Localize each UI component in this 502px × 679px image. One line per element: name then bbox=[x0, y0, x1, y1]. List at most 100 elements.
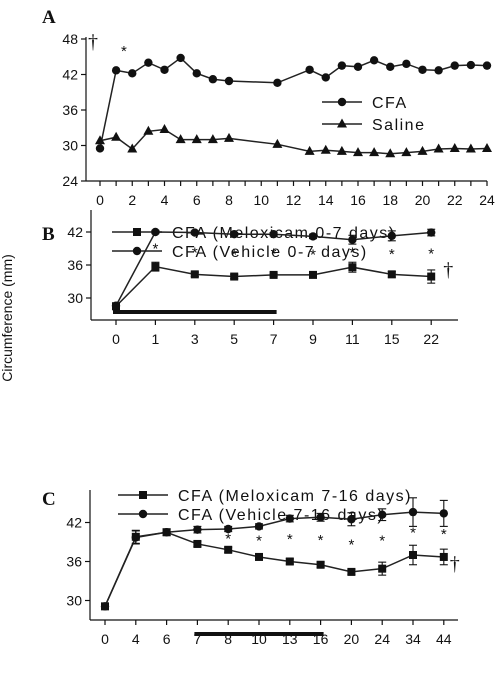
significance-star: * bbox=[121, 43, 127, 60]
data-point-saline bbox=[143, 125, 154, 135]
data-point-saline bbox=[127, 143, 138, 153]
data-point bbox=[193, 525, 202, 534]
x-tick-label: 10 bbox=[253, 192, 269, 208]
data-point-cfa bbox=[369, 56, 379, 65]
x-tick-label: 1 bbox=[152, 331, 160, 347]
legend-marker bbox=[337, 118, 347, 128]
data-point-cfa bbox=[160, 65, 169, 74]
data-point-cfa bbox=[418, 65, 427, 74]
data-point bbox=[269, 230, 278, 239]
y-axis-label: Circumference (mm) bbox=[0, 254, 15, 382]
data-point-cfa bbox=[128, 69, 137, 78]
data-point-saline bbox=[482, 142, 492, 152]
data-point-cfa bbox=[337, 61, 347, 70]
data-point bbox=[348, 235, 357, 244]
x-tick-label: 9 bbox=[309, 331, 317, 347]
significance-star: * bbox=[349, 244, 355, 261]
data-point bbox=[255, 552, 263, 561]
x-tick-label: 14 bbox=[318, 192, 334, 208]
data-point bbox=[254, 522, 264, 531]
data-point-cfa bbox=[402, 59, 411, 69]
y-tick-label: 30 bbox=[66, 593, 82, 609]
data-point bbox=[347, 567, 356, 576]
x-tick-label: 4 bbox=[132, 631, 140, 647]
data-point-cfa bbox=[386, 62, 395, 72]
series-line bbox=[104, 531, 444, 607]
data-point-saline bbox=[385, 148, 396, 158]
series-line-cfa bbox=[99, 56, 488, 149]
significance-star: * bbox=[428, 246, 434, 263]
x-tick-label: 34 bbox=[405, 631, 421, 647]
data-point-saline bbox=[353, 147, 363, 157]
x-tick-label: 20 bbox=[415, 192, 431, 208]
legend-marker bbox=[139, 491, 147, 499]
data-point bbox=[100, 602, 110, 611]
data-point bbox=[316, 560, 325, 569]
data-point bbox=[408, 507, 418, 517]
data-point-saline bbox=[207, 134, 218, 144]
y-tick-label: 30 bbox=[62, 138, 78, 154]
data-point bbox=[230, 230, 239, 239]
data-point-cfa bbox=[273, 78, 282, 87]
data-point bbox=[285, 557, 294, 566]
panel-letter-c: C bbox=[42, 489, 56, 510]
data-point-cfa bbox=[192, 69, 201, 78]
x-tick-label: 0 bbox=[101, 631, 109, 647]
legend-marker bbox=[133, 228, 141, 236]
x-tick-label: 0 bbox=[96, 192, 104, 208]
data-point bbox=[427, 228, 436, 237]
significance-star: * bbox=[152, 240, 158, 257]
data-point-saline bbox=[304, 145, 315, 155]
legend-label: CFA (Meloxicam 0-7 days) bbox=[172, 225, 396, 242]
data-point-saline bbox=[417, 145, 428, 155]
data-point-saline bbox=[272, 138, 283, 148]
x-tick-label: 3 bbox=[191, 331, 199, 347]
data-point bbox=[224, 524, 233, 534]
legend-label: CFA (Vehicle 0-7 days) bbox=[172, 244, 368, 261]
data-point bbox=[378, 510, 387, 519]
data-point bbox=[348, 263, 357, 272]
y-tick-label: 24 bbox=[62, 173, 78, 189]
data-point bbox=[309, 270, 317, 279]
data-point-saline bbox=[320, 144, 331, 154]
x-tick-label: 12 bbox=[286, 192, 302, 208]
x-tick-label: 7 bbox=[270, 331, 278, 347]
data-point bbox=[162, 528, 171, 537]
data-point-cfa bbox=[144, 58, 153, 67]
data-point-cfa bbox=[95, 144, 105, 153]
significance-star: * bbox=[389, 246, 395, 263]
data-point-saline bbox=[401, 147, 412, 157]
x-tick-label: 6 bbox=[193, 192, 201, 208]
data-point-saline bbox=[111, 131, 122, 141]
x-tick-label: 16 bbox=[350, 192, 366, 208]
significance-star: * bbox=[192, 244, 198, 261]
data-point bbox=[316, 513, 325, 522]
data-point bbox=[285, 514, 294, 523]
significance-star: * bbox=[348, 537, 354, 554]
data-point-cfa bbox=[208, 75, 218, 84]
data-point-cfa bbox=[305, 65, 314, 74]
data-point-cfa bbox=[434, 66, 443, 75]
data-point bbox=[308, 232, 318, 241]
significance-star: * bbox=[310, 247, 316, 264]
x-tick-label: 18 bbox=[382, 192, 398, 208]
x-tick-label: 20 bbox=[344, 631, 360, 647]
data-point bbox=[347, 515, 356, 524]
significance-dagger: † bbox=[88, 31, 98, 53]
data-point bbox=[439, 552, 448, 561]
data-point-saline bbox=[224, 132, 234, 142]
legend-label: CFA bbox=[372, 95, 408, 112]
data-point bbox=[230, 272, 239, 281]
data-point bbox=[224, 545, 233, 554]
significance-star: * bbox=[231, 246, 237, 263]
data-point bbox=[190, 228, 199, 237]
data-point bbox=[151, 227, 160, 237]
panel-b: B CFA (Meloxicam 0-7 days) CFA (Vehicle 0-… bbox=[42, 210, 458, 347]
x-tick-label: 15 bbox=[384, 331, 400, 347]
data-point-saline bbox=[449, 142, 460, 152]
panel-letter-b: B bbox=[42, 224, 55, 245]
data-point bbox=[190, 270, 199, 279]
x-tick-label: 44 bbox=[436, 631, 452, 647]
data-point bbox=[193, 539, 202, 548]
